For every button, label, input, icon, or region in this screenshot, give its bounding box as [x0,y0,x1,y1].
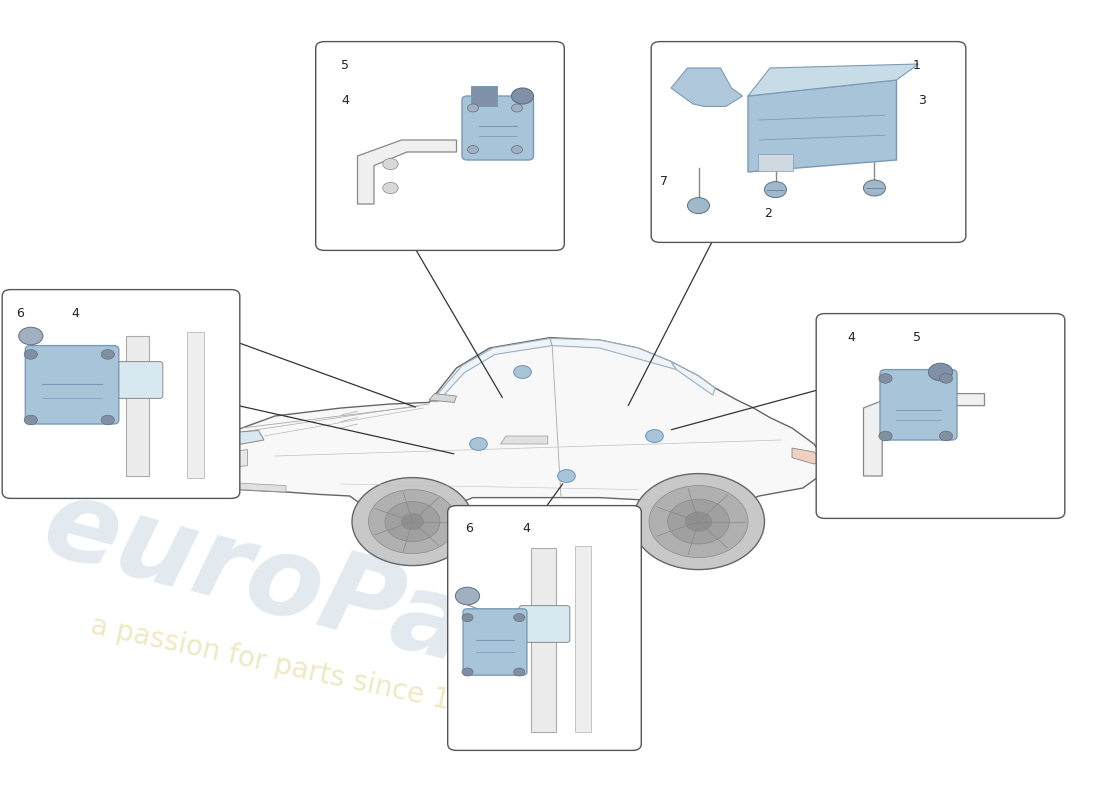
Circle shape [468,146,478,154]
Polygon shape [748,64,918,96]
Circle shape [468,104,478,112]
Circle shape [512,104,522,112]
Circle shape [512,88,534,104]
Circle shape [668,499,729,544]
FancyBboxPatch shape [25,346,119,424]
Polygon shape [358,140,456,204]
Polygon shape [204,338,825,522]
Circle shape [939,374,953,383]
Text: 1: 1 [913,59,921,72]
FancyBboxPatch shape [462,96,534,160]
Circle shape [402,514,424,530]
FancyBboxPatch shape [316,42,564,250]
Circle shape [462,614,473,622]
Circle shape [101,350,114,359]
Circle shape [928,363,953,381]
Text: 3: 3 [918,94,926,106]
Circle shape [24,415,37,425]
Circle shape [879,431,892,441]
Polygon shape [217,430,264,444]
Polygon shape [431,338,552,402]
Polygon shape [126,336,148,476]
FancyBboxPatch shape [651,42,966,242]
Circle shape [879,374,892,383]
Circle shape [385,502,440,542]
Text: euroParts: euroParts [33,470,649,730]
Text: 6: 6 [16,307,24,320]
Circle shape [514,366,531,378]
Polygon shape [864,394,984,476]
Circle shape [101,415,114,425]
Text: 4: 4 [341,94,349,106]
Circle shape [514,668,525,676]
Polygon shape [575,546,591,732]
Text: 4: 4 [847,331,855,344]
FancyBboxPatch shape [448,506,641,750]
Text: 4: 4 [72,307,79,320]
Circle shape [512,146,522,154]
Circle shape [688,198,710,214]
Polygon shape [187,332,204,478]
Circle shape [558,470,575,482]
Text: 6: 6 [465,522,473,534]
FancyBboxPatch shape [519,606,570,642]
Text: 5: 5 [913,331,921,344]
Circle shape [764,182,786,198]
Circle shape [19,327,43,345]
Circle shape [383,158,398,170]
Polygon shape [429,394,456,402]
Polygon shape [211,482,286,492]
FancyBboxPatch shape [112,362,163,398]
Circle shape [24,350,37,359]
FancyBboxPatch shape [463,609,527,675]
Circle shape [939,431,953,441]
Circle shape [462,668,473,676]
FancyBboxPatch shape [2,290,240,498]
Circle shape [649,486,748,558]
Polygon shape [671,362,715,395]
Polygon shape [671,68,742,106]
Text: 5: 5 [341,59,349,72]
Polygon shape [748,80,896,172]
Circle shape [685,512,712,531]
FancyBboxPatch shape [816,314,1065,518]
Text: 4: 4 [522,522,530,534]
Polygon shape [792,448,823,464]
Circle shape [383,182,398,194]
Polygon shape [211,450,248,470]
Text: a passion for parts since 1985: a passion for parts since 1985 [88,611,504,726]
FancyBboxPatch shape [758,154,793,171]
Circle shape [646,430,663,442]
Circle shape [368,490,456,554]
Circle shape [455,587,480,605]
Polygon shape [500,436,548,444]
Text: 7: 7 [660,175,668,188]
Circle shape [632,474,764,570]
Text: 2: 2 [764,207,772,220]
FancyBboxPatch shape [880,370,957,440]
Circle shape [470,438,487,450]
Circle shape [352,478,473,566]
Polygon shape [531,548,556,732]
Circle shape [864,180,886,196]
Circle shape [514,614,525,622]
FancyBboxPatch shape [471,86,497,106]
Polygon shape [550,338,676,370]
